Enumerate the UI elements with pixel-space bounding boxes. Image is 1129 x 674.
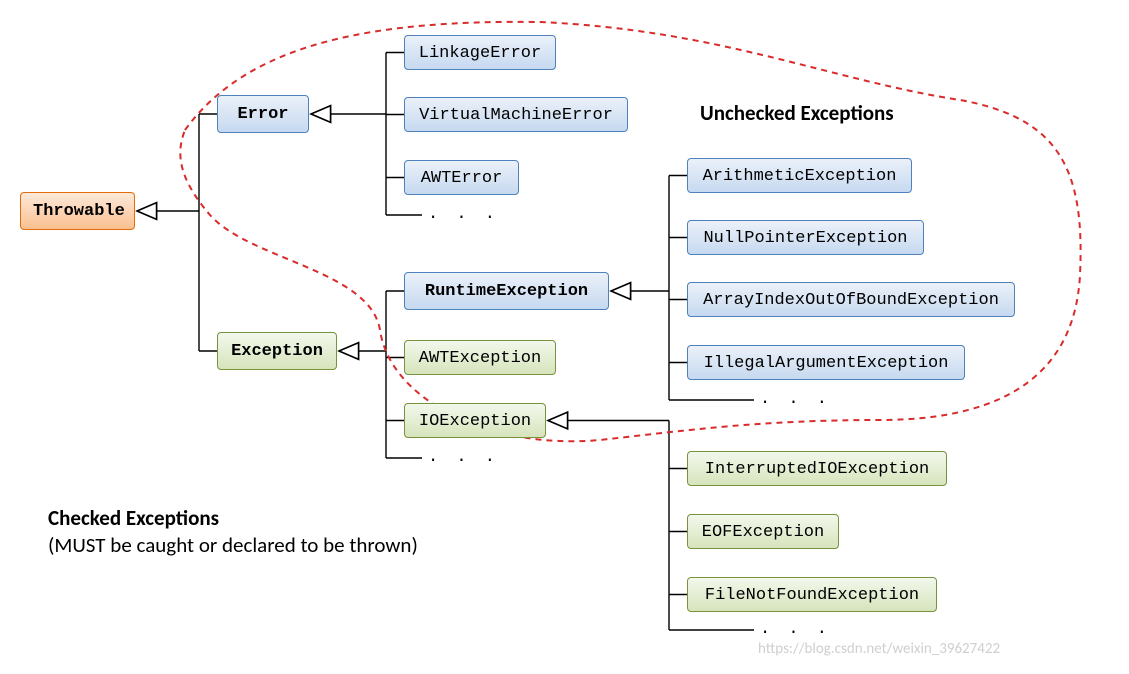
node-label: InterruptedIOException [705,460,929,479]
node-error: Error [217,95,309,133]
node-file-not-found-exception: FileNotFoundException [687,577,937,612]
node-label: ArrayIndexOutOfBoundException [703,291,999,310]
node-label: IOException [419,412,531,431]
watermark-text: https://blog.csdn.net/weixin_39627422 [758,640,1000,658]
node-virtual-machine-error: VirtualMachineError [404,97,628,132]
label-checked-subtitle: (MUST be caught or declared to be thrown… [48,532,418,558]
node-label: VirtualMachineError [419,106,613,125]
node-label: AWTException [419,349,541,368]
node-illegal-argument-exception: IllegalArgumentException [687,345,965,380]
node-io-exception: IOException [404,403,546,438]
node-label: IllegalArgumentException [704,354,949,373]
node-label: Throwable [33,202,125,221]
node-label: ArithmeticException [703,167,897,186]
node-label: AWTError [421,169,503,188]
node-runtime-exception: RuntimeException [404,272,609,310]
node-eof-exception: EOFException [687,514,839,549]
ellipsis-error-children: . . . [428,205,499,224]
ellipsis-io-children: . . . [760,620,831,639]
node-label: EOFException [702,523,824,542]
node-label: RuntimeException [425,282,588,301]
node-label: Exception [231,342,323,361]
node-label: LinkageError [419,44,541,63]
node-arithmetic-exception: ArithmeticException [687,158,912,193]
node-linkage-error: LinkageError [404,35,556,70]
node-array-index-oob-exception: ArrayIndexOutOfBoundException [687,282,1015,317]
node-label: Error [237,105,288,124]
node-awt-exception: AWTException [404,340,556,375]
node-throwable: Throwable [20,192,135,230]
node-label: NullPointerException [703,229,907,248]
node-exception: Exception [217,332,337,370]
ellipsis-runtime-children: . . . [760,390,831,409]
ellipsis-exception-children: . . . [428,448,499,467]
node-label: FileNotFoundException [705,586,919,605]
label-unchecked-title: Unchecked Exceptions [700,100,894,126]
label-checked-title: Checked Exceptions [48,505,219,531]
node-null-pointer-exception: NullPointerException [687,220,924,255]
node-awt-error: AWTError [404,160,519,195]
node-interrupted-io-exception: InterruptedIOException [687,451,947,486]
